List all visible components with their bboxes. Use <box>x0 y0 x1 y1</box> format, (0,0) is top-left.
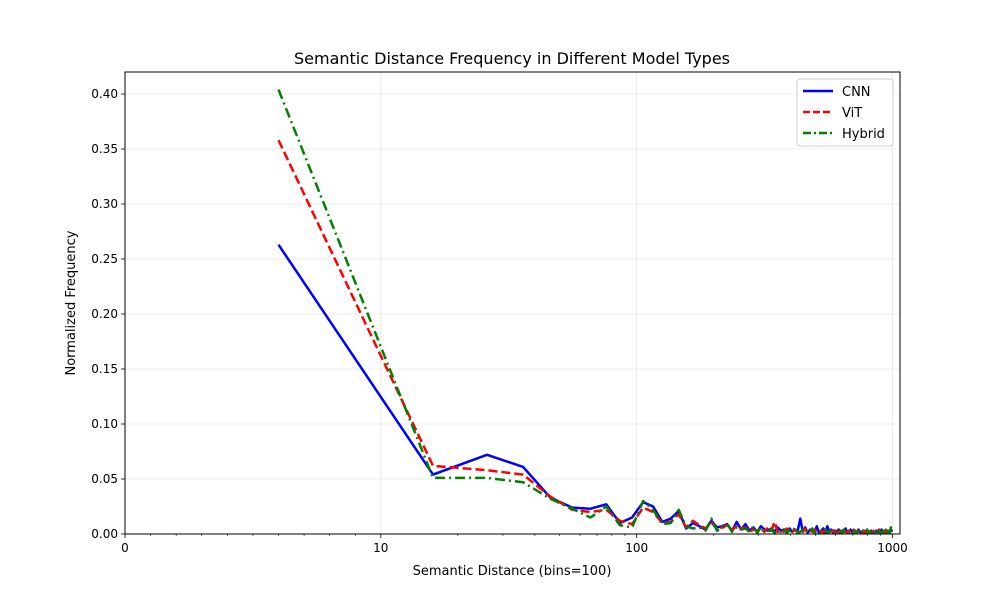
axes-frame <box>124 71 901 535</box>
chart-title: Semantic Distance Frequency in Different… <box>294 49 730 68</box>
x-axis: 0 10 100 1000 <box>121 534 908 555</box>
plot-area <box>277 89 894 535</box>
series-line-vit <box>277 139 893 535</box>
y-tick-label: 0.40 <box>91 87 118 101</box>
y-tick-label: 0.25 <box>91 252 118 266</box>
x-tick-label: 10 <box>373 541 388 555</box>
y-tick-label: 0.10 <box>91 417 118 431</box>
x-tick-label: 100 <box>625 541 648 555</box>
x-axis-label: Semantic Distance (bins=100) <box>413 564 612 579</box>
y-axis: 0.00 0.05 0.10 0.15 0.20 0.25 0.30 0.35 0.40 <box>91 87 125 541</box>
legend-label-cnn: CNN <box>842 85 871 100</box>
legend-label-hybrid: Hybrid <box>842 127 885 142</box>
y-tick-label: 0.30 <box>91 197 118 211</box>
y-tick-label: 0.35 <box>91 142 118 156</box>
y-tick-label: 0.15 <box>91 362 118 376</box>
grid <box>124 72 900 535</box>
y-tick-label: 0.00 <box>91 527 118 541</box>
y-tick-label: 0.05 <box>91 472 118 486</box>
series-line-hybrid <box>277 89 894 535</box>
y-axis-label: Normalized Frequency <box>64 230 79 375</box>
series-line-cnn <box>277 244 894 535</box>
legend-box <box>796 78 894 147</box>
legend: CNN ViT Hybrid <box>796 78 894 147</box>
x-tick-label: 0 <box>121 541 129 555</box>
x-tick-label: 1000 <box>877 541 908 555</box>
y-tick-label: 0.20 <box>91 307 118 321</box>
legend-label-vit: ViT <box>842 106 862 121</box>
